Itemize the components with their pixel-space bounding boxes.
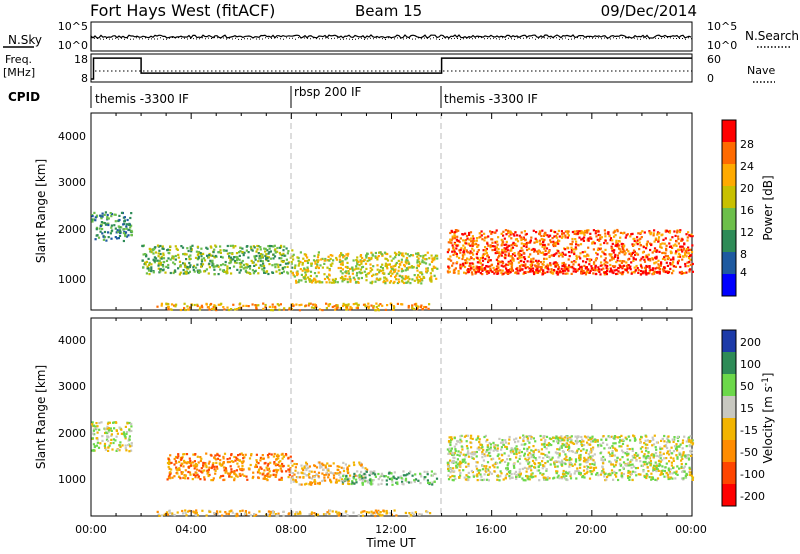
power-ytick-2000: 2000: [58, 223, 86, 236]
vel-cbar-tick-neg50: -50: [740, 446, 758, 459]
power-cbar-tick-28: 28: [740, 138, 754, 151]
power-cbar-swatch-2: [722, 230, 736, 252]
velocity-ytick-2000: 2000: [58, 427, 86, 440]
noise-search-line: [91, 37, 692, 40]
velocity-band-1: [166, 452, 294, 482]
vel-cbar-tick-50: 50: [740, 380, 754, 393]
noise-right-top-tick: 10^5: [707, 20, 737, 33]
power-scatter: [91, 211, 694, 312]
noise-right-bottom-tick: 10^0: [707, 39, 737, 52]
vel-cbar-swatch-7: [722, 484, 736, 506]
vel-cbar-swatch-4: [722, 418, 736, 440]
date-label: 09/Dec/2014: [601, 2, 697, 20]
beam-label: Beam 15: [355, 2, 422, 20]
xtick-0400: 04:00: [175, 523, 207, 536]
velocity-ytick-1000: 1000: [58, 473, 86, 486]
xtick-1600: 16:00: [475, 523, 507, 536]
freq-label: Freq.: [5, 53, 32, 66]
cpid-segment-1: themis -3300 IF: [95, 92, 189, 106]
vel-cbar-swatch-6: [722, 462, 736, 484]
power-cbar-tick-24: 24: [740, 160, 754, 173]
power-colorbar: 4 8 12 16 20 24 28 Power [dB]: [721, 119, 775, 297]
vel-cbar-swatch-3: [722, 396, 736, 418]
nave-top-tick: 60: [707, 53, 721, 66]
power-cbar-tick-4: 4: [740, 266, 747, 279]
power-cbar-tick-16: 16: [740, 204, 754, 217]
power-cbar-swatch-4: [722, 186, 736, 208]
vel-cbar-tick-neg15: -15: [740, 424, 758, 437]
power-band-5: [467, 264, 669, 276]
power-ytick-4000: 4000: [58, 130, 86, 143]
cpid-row: CPID themis -3300 IF rbsp 200 IF themis …: [8, 85, 538, 108]
velocity-scatter: [91, 421, 695, 518]
cpid-segment-2: rbsp 200 IF: [294, 85, 361, 99]
xtick-0000: 00:00: [75, 523, 107, 536]
station-title: Fort Hays West (fitACF): [90, 1, 275, 20]
power-ytick-3000: 3000: [58, 176, 86, 189]
cpid-segment-3: themis -3300 IF: [444, 92, 538, 106]
noise-trace: [90, 34, 692, 50]
velocity-band-4: [446, 434, 695, 482]
noise-sky-label: N.Sky: [8, 33, 42, 47]
xtick-2000: 20:00: [575, 523, 607, 536]
x-axis: 00:00 04:00 08:00 12:00 16:00 20:00 00:0…: [75, 523, 707, 550]
noise-search-label: N.Search: [745, 29, 799, 43]
freq-top-tick: 18: [74, 53, 88, 66]
velocity-cbar-label: Velocity [m s-1]: [761, 373, 775, 464]
vel-cbar-tick-neg100: -100: [740, 468, 765, 481]
velocity-ylabel: Slant Range [km]: [34, 365, 48, 469]
noise-panel: N.Sky 10^5 10^0 10^5 10^0 N.Search: [3, 20, 799, 52]
freq-trace: [91, 57, 693, 80]
cpid-label: CPID: [8, 90, 40, 104]
freq-unit-label: [MHz]: [3, 66, 35, 79]
power-cbar-swatch-5: [722, 164, 736, 186]
power-cbar-label: Power [dB]: [761, 175, 775, 240]
velocity-band-3: [341, 470, 439, 486]
power-cbar-swatch-3: [722, 208, 736, 230]
nave-bottom-tick: 0: [707, 72, 714, 85]
vel-cbar-tick-15: 15: [740, 402, 754, 415]
freq-bottom-tick: 8: [81, 72, 88, 85]
xtick-1200: 12:00: [375, 523, 407, 536]
power-cbar-swatch-0: [722, 274, 736, 296]
vel-cbar-tick-100: 100: [740, 358, 761, 371]
xlabel: Time UT: [365, 536, 416, 550]
vel-cbar-swatch-1: [722, 352, 736, 374]
nave-label: Nave: [747, 64, 775, 77]
power-panel: Slant Range [km] 1000 2000 3000 4000: [34, 112, 694, 312]
xtick-0800: 08:00: [275, 523, 307, 536]
power-band-1: [141, 244, 294, 276]
vel-cbar-swatch-2: [722, 374, 736, 396]
vel-cbar-swatch-5: [722, 440, 736, 462]
power-band-0: [91, 211, 134, 243]
xtick-2400: 00:00: [675, 523, 707, 536]
power-cbar-swatch-1: [722, 252, 736, 274]
power-band-2: [291, 251, 439, 285]
power-cbar-tick-20: 20: [740, 182, 754, 195]
power-ytick-1000: 1000: [58, 273, 86, 286]
velocity-ytick-3000: 3000: [58, 380, 86, 393]
power-band-3: [156, 302, 431, 312]
velocity-ytick-4000: 4000: [58, 334, 86, 347]
velocity-panel: Slant Range [km] 1000 2000 3000 4000: [34, 317, 695, 518]
power-cbar-swatch-7: [722, 120, 736, 142]
vel-cbar-tick-neg200: -200: [740, 490, 765, 503]
noise-sky-line: [90, 34, 692, 50]
power-ylabel: Slant Range [km]: [34, 159, 48, 263]
vel-cbar-swatch-0: [722, 330, 736, 352]
vel-cbar-tick-200: 200: [740, 336, 761, 349]
power-cbar-tick-8: 8: [740, 248, 747, 261]
noise-left-top-tick: 10^5: [58, 20, 88, 33]
freq-line: [91, 57, 692, 80]
power-cbar-swatch-6: [722, 142, 736, 164]
velocity-colorbar: 200 100 50 15 -15 -50 -100 -200 Velocity…: [721, 329, 775, 507]
power-cbar-tick-12: 12: [740, 226, 754, 239]
velocity-band-5: [156, 509, 432, 518]
noise-left-bottom-tick: 10^0: [58, 39, 88, 52]
velocity-band-0: [91, 421, 133, 453]
freq-panel: Freq. [MHz] 18 8 60 0 Nave: [3, 53, 775, 85]
